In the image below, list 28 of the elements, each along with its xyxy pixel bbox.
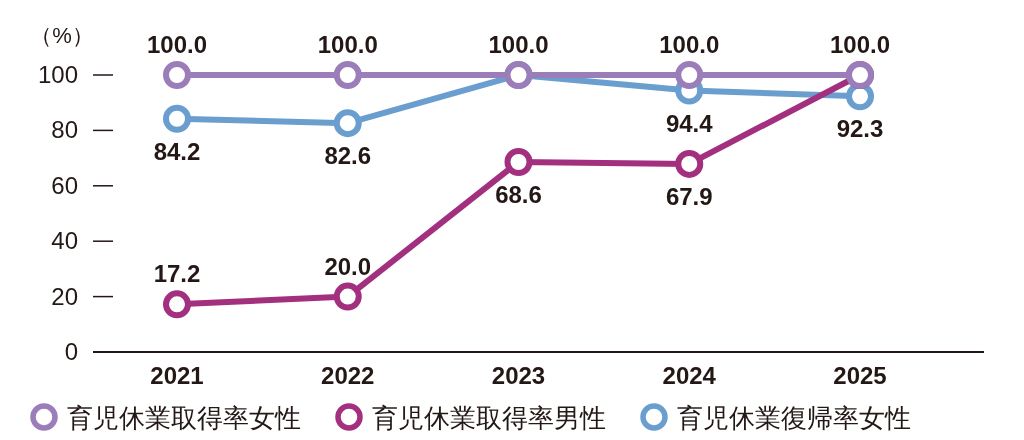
- x-tick-label: 2024: [662, 362, 716, 389]
- y-tick-label: 20: [51, 282, 78, 310]
- y-tick-label: 80: [51, 116, 78, 144]
- data-label: 68.6: [495, 181, 542, 208]
- legend-label: 育児休業取得率男性: [372, 403, 606, 433]
- data-label: 17.2: [153, 260, 201, 288]
- data-label: 100.0: [659, 31, 720, 58]
- x-tick-label: 2022: [321, 362, 375, 389]
- data-label: 20.0: [324, 252, 372, 280]
- y-tick-label: 40: [51, 227, 78, 255]
- y-axis-title: （%）: [30, 23, 94, 48]
- legend-label: 育児休業取得率女性: [67, 403, 301, 433]
- data-label: 92.3: [836, 115, 884, 143]
- x-tick-label: 2025: [833, 362, 887, 389]
- data-label: 94.4: [665, 109, 713, 137]
- data-label: 100.0: [146, 31, 208, 58]
- data-label: 100.0: [829, 31, 891, 58]
- x-tick-label: 2023: [491, 362, 546, 389]
- y-tick-label: 60: [51, 171, 78, 199]
- data-label: 100.0: [317, 31, 378, 58]
- data-label: 67.9: [665, 182, 713, 210]
- y-tick-label: 100: [37, 61, 78, 88]
- data-label: 84.2: [153, 137, 201, 165]
- data-label: 100.0: [488, 31, 549, 58]
- x-tick-label: 2021: [150, 362, 204, 389]
- data-label: 82.6: [324, 142, 372, 170]
- legend-label: 育児休業復帰率女性: [677, 403, 911, 433]
- y-tick-label: 0: [64, 338, 78, 365]
